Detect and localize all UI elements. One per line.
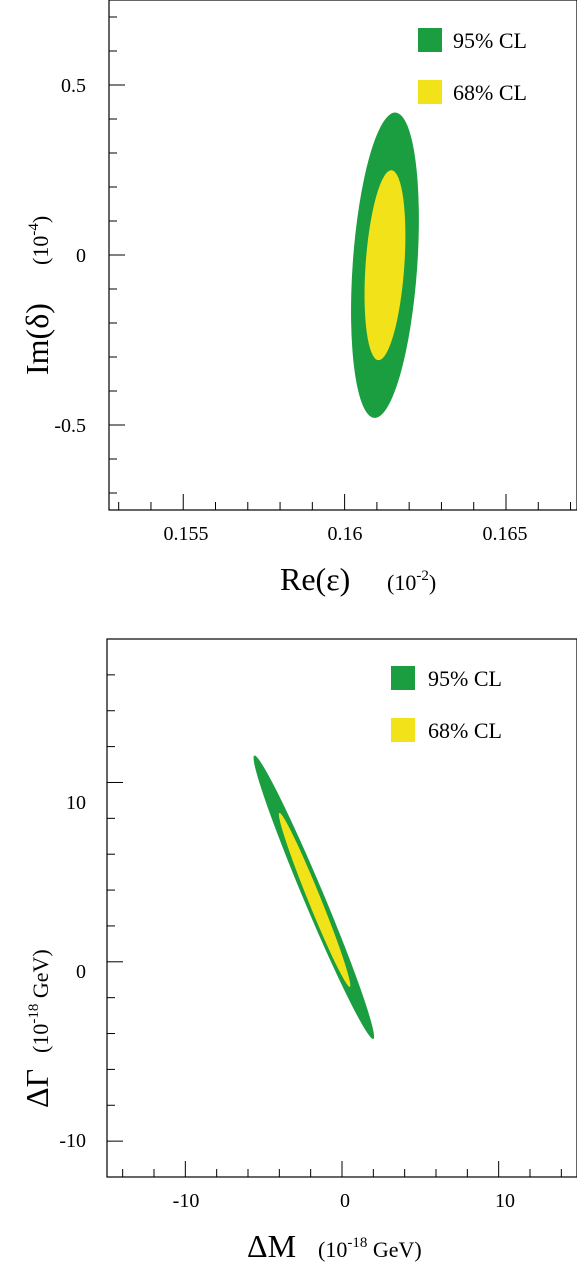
- chart-1-legend-label-95: 95% CL: [453, 28, 527, 53]
- chart-2-legend-swatch-95: [391, 666, 415, 690]
- chart-2-xtick-label: 0: [340, 1190, 350, 1212]
- chart-2-xunit: (10-18 GeV): [318, 1235, 422, 1262]
- chart-1-contours: [351, 112, 419, 418]
- chart-1-legend: 95% CL 68% CL: [418, 28, 527, 105]
- chart-1-contour-68cl: [364, 170, 406, 361]
- chart-1-ytick-label: 0: [76, 245, 86, 267]
- chart-2-plot-frame: [106, 638, 577, 1178]
- chart-2-xtick-label: -10: [173, 1190, 200, 1212]
- chart-2-ytick-label: 0: [76, 961, 86, 983]
- chart-1-xtick-label: 0.16: [328, 523, 363, 545]
- chart-1-xlabel: Re(ε): [280, 561, 350, 597]
- chart-2-yunit: (10-18 GeV): [26, 949, 53, 1053]
- chart-2-xlabel: ΔM: [247, 1228, 296, 1263]
- chart-2: 95% CL 68% CL -10 0 10 10 0 -10 ΔM (10-1…: [19, 638, 577, 1263]
- chart-1-y-axis-title: Im(δ) (10-4): [19, 216, 55, 375]
- chart-1-ylabel: Im(δ): [19, 303, 55, 375]
- chart-2-ytick-label: -10: [59, 1130, 86, 1152]
- chart-1-yunit: (10-4): [26, 216, 53, 265]
- chart-1-legend-swatch-95: [418, 28, 442, 52]
- chart-1: 95% CL 68% CL 0.155 0.16 0.165 0.5 0 -0.…: [19, 0, 577, 597]
- chart-1-xtick-label: 0.155: [164, 523, 209, 545]
- chart-2-x-axis-title: ΔM (10-18 GeV): [247, 1228, 422, 1263]
- chart-2-xtick-label: 10: [495, 1190, 515, 1212]
- chart-2-legend: 95% CL 68% CL: [391, 666, 502, 743]
- chart-1-ytick-label: 0.5: [61, 75, 86, 97]
- chart-1-x-axis-title: Re(ε) (10-2): [280, 561, 436, 597]
- chart-2-ticks: [107, 638, 562, 1178]
- chart-2-ytick-label: 10: [66, 792, 86, 814]
- chart-1-ticks: [109, 16, 572, 510]
- chart-1-xtick-label: 0.165: [483, 523, 528, 545]
- chart-1-plot-frame: [108, 0, 577, 511]
- chart-2-contours: [253, 755, 375, 1039]
- chart-1-ytick-label: -0.5: [54, 415, 86, 437]
- chart-2-y-axis-title: ΔΓ (10-18 GeV): [19, 949, 55, 1108]
- chart-2-legend-swatch-68: [391, 718, 415, 742]
- chart-2-ylabel: ΔΓ: [19, 1069, 55, 1108]
- chart-1-xunit: (10-2): [387, 568, 436, 595]
- chart-2-legend-label-68: 68% CL: [428, 718, 502, 743]
- chart-2-legend-label-95: 95% CL: [428, 666, 502, 691]
- chart-2-contour-68cl: [278, 812, 351, 987]
- chart-1-legend-swatch-68: [418, 80, 442, 104]
- chart-1-legend-label-68: 68% CL: [453, 80, 527, 105]
